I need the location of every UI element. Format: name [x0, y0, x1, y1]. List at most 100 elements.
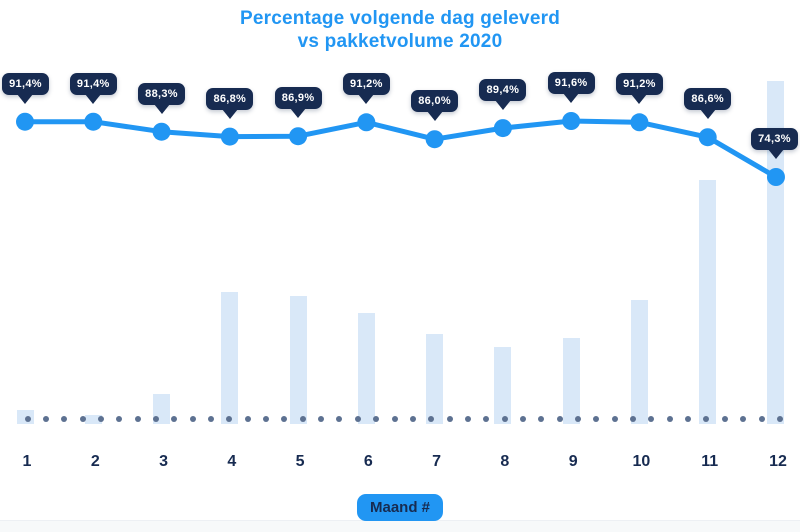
baseline-dot: [391, 416, 398, 422]
baseline-dot: [244, 416, 251, 422]
value-tooltip-tail: [358, 94, 375, 105]
baseline-dot: [630, 416, 637, 422]
baseline-dot: [134, 416, 141, 422]
value-tooltip-month-7: 86,0%: [411, 90, 459, 113]
baseline-dot: [501, 416, 508, 422]
value-tooltip-tail: [17, 93, 33, 104]
data-point-month-6: [357, 113, 376, 132]
data-point-month-5: [289, 127, 308, 146]
value-tooltip-tail: [767, 149, 784, 160]
baseline-dot: [299, 416, 306, 422]
value-tooltip-month-6: 91,2%: [342, 73, 390, 96]
value-tooltip-month-2: 91,4%: [69, 72, 117, 95]
x-tick-label-9: 9: [568, 453, 578, 470]
x-tick-label-3: 3: [159, 453, 168, 470]
value-tooltip-month-3: 88,3%: [138, 82, 186, 105]
baseline-dot: [464, 416, 471, 422]
baseline-dot: [354, 416, 361, 422]
baseline-dot: [575, 416, 581, 422]
value-tooltip-tail: [85, 93, 102, 104]
chart-title: Percentage volgende dag geleverd vs pakk…: [0, 7, 800, 53]
x-tick-label-6: 6: [363, 453, 373, 470]
baseline-dot: [740, 416, 747, 422]
baseline-dot: [226, 416, 233, 422]
data-point-month-9: [562, 112, 581, 130]
data-point-month-8: [493, 119, 512, 138]
value-tooltip-tail: [426, 111, 443, 122]
value-tooltip-tail: [153, 103, 170, 114]
baseline-dot: [263, 416, 270, 422]
baseline-dot: [171, 416, 178, 422]
data-point-month-2: [84, 112, 103, 131]
x-tick-label-1: 1: [22, 453, 32, 470]
x-tick-label-5: 5: [295, 453, 305, 470]
baseline-dot: [61, 416, 68, 422]
chart-title-line1: Percentage volgende dag geleverd: [239, 8, 560, 29]
baseline-dot: [24, 416, 31, 422]
x-axis-title-badge: Maand #: [356, 494, 444, 521]
baseline-dot: [409, 416, 416, 422]
x-tick-label-4: 4: [227, 453, 237, 470]
baseline-dot: [281, 416, 288, 422]
baseline-dot: [428, 416, 435, 422]
baseline-dot: [189, 416, 196, 422]
x-axis-title-label: Maand #: [369, 499, 431, 516]
baseline-dot: [721, 416, 728, 422]
volume-bar-month-8: [494, 347, 512, 424]
value-tooltip-month-10: 91,2%: [615, 73, 663, 96]
value-tooltip-month-9: 91,6%: [547, 72, 595, 95]
volume-bar-month-10: [630, 300, 648, 424]
baseline-dot: [336, 416, 343, 422]
baseline-dot: [538, 416, 545, 422]
data-point-month-3: [152, 122, 171, 141]
baseline-dot: [648, 416, 655, 422]
baseline-dot: [446, 416, 453, 422]
baseline-dot: [116, 416, 123, 422]
baseline-dot: [373, 416, 380, 422]
data-point-month-4: [220, 127, 239, 146]
value-tooltip-tail: [290, 108, 307, 119]
volume-bar-month-7: [426, 334, 444, 424]
value-tooltip-month-5: 86,9%: [274, 87, 322, 110]
x-tick-label-11: 11: [701, 453, 719, 470]
baseline-dot: [556, 416, 563, 422]
value-tooltip-tail: [699, 109, 716, 120]
baseline-dot: [776, 416, 783, 422]
volume-bar-month-9: [562, 338, 580, 424]
value-tooltip-tail: [563, 93, 580, 104]
value-tooltip-month-11: 86,6%: [684, 88, 732, 111]
value-tooltip-tail: [221, 108, 238, 119]
baseline-dot: [685, 416, 692, 422]
baseline-dot: [758, 416, 765, 422]
baseline-dot: [703, 416, 710, 422]
data-point-month-10: [630, 113, 649, 132]
value-tooltip-month-1: 91,4%: [2, 72, 49, 95]
value-tooltip-tail: [631, 94, 648, 105]
data-point-month-11: [698, 128, 717, 147]
baseline-dot: [318, 416, 325, 422]
value-tooltip-month-4: 86,8%: [206, 87, 254, 110]
baseline-dot: [208, 416, 214, 422]
x-tick-label-8: 8: [500, 453, 510, 470]
baseline-dot: [519, 416, 526, 422]
data-point-month-7: [425, 130, 444, 149]
baseline-dot: [97, 416, 104, 422]
baseline-dot: [611, 416, 618, 422]
baseline-dot: [666, 416, 673, 422]
footer-strip: [0, 520, 800, 532]
baseline-dot: [152, 416, 159, 422]
baseline-dot: [483, 416, 490, 422]
x-tick-label-12: 12: [769, 453, 787, 470]
chart-title-line2: vs pakketvolume 2020: [297, 31, 503, 52]
x-tick-label-10: 10: [632, 453, 651, 470]
data-point-month-1: [16, 112, 34, 131]
baseline-dot: [79, 416, 86, 422]
value-tooltip-tail: [494, 100, 511, 111]
line-series-path: [22, 118, 779, 180]
x-tick-label-7: 7: [432, 453, 442, 470]
x-tick-label-2: 2: [90, 453, 100, 470]
value-tooltip-month-8: 89,4%: [479, 79, 527, 102]
